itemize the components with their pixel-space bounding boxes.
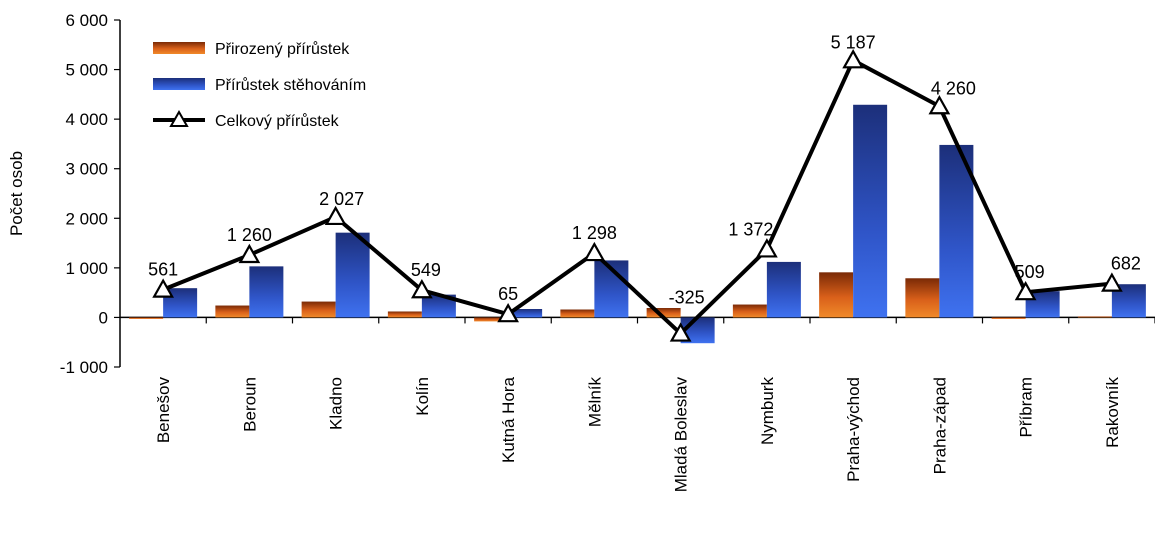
bar-natural-increase — [387, 311, 422, 318]
x-tick-label: Benešov — [154, 377, 173, 444]
x-tick-label: Kolín — [413, 377, 432, 416]
data-label: 1 372 — [728, 219, 773, 239]
total-point-marker — [324, 205, 347, 226]
x-tick-label: Nymburk — [758, 377, 777, 446]
bar-natural-increase — [732, 304, 767, 318]
bar-migration-increase — [766, 261, 801, 318]
legend-label-natural: Přirozený přírůstek — [215, 40, 350, 58]
y-axis-title: Počet osob — [7, 151, 26, 236]
data-label: 4 260 — [931, 78, 976, 98]
data-label: 561 — [148, 260, 178, 280]
x-tick-label: Mladá Boleslav — [672, 377, 691, 493]
data-label: 1 298 — [572, 223, 617, 243]
bar-migration-increase — [853, 104, 888, 318]
bar-natural-increase — [819, 272, 854, 318]
bar-natural-increase — [301, 301, 336, 318]
legend: Přirozený přírůstek Přírůstek stěhováním C… — [153, 40, 366, 130]
total-point-marker — [842, 49, 865, 69]
legend-swatch-natural — [153, 42, 205, 54]
total-point-marker — [755, 238, 778, 258]
bar-natural-increase — [474, 317, 509, 322]
bar-natural-increase — [646, 308, 681, 318]
y-tick-label: 2 000 — [65, 209, 108, 228]
y-tick-label: 1 000 — [65, 259, 108, 278]
data-label: 2 027 — [319, 189, 364, 209]
data-label: 682 — [1111, 254, 1141, 274]
x-tick-label: Kladno — [327, 377, 346, 430]
x-tick-label: Mělník — [585, 377, 604, 428]
data-label: -325 — [669, 288, 705, 308]
y-tick-label: 0 — [99, 308, 108, 327]
x-tick-label: Příbram — [1017, 377, 1036, 437]
bar-migration-increase — [249, 266, 284, 318]
y-tick-label: -1 000 — [60, 358, 108, 377]
axes: -1 000 0 1 000 2 000 3 000 4 000 5 000 6 000 Ben… — [7, 11, 1155, 492]
bar-migration-increase — [939, 144, 974, 318]
total-point-marker — [1100, 272, 1123, 292]
total-point-marker — [669, 322, 692, 342]
total-point-marker — [928, 95, 951, 115]
data-labels: 561 1 260 2 027 549 65 1 298 -325 1 372 5 187 4 2… — [148, 32, 1141, 307]
data-label: 1 260 — [227, 225, 272, 245]
x-tick-label: Kutná Hora — [499, 376, 518, 463]
total-line-path — [162, 58, 1113, 336]
total-point-marker — [583, 241, 606, 262]
y-tick-label: 4 000 — [65, 110, 108, 129]
x-tick-label: Praha-východ — [844, 377, 863, 482]
bar-migration-increase — [508, 309, 543, 318]
legend-label-total: Celkový přírůstek — [215, 112, 340, 130]
legend-label-migration: Přírůstek stěhováním — [215, 76, 366, 94]
bar-natural-increase — [560, 309, 595, 318]
x-tick-label: Beroun — [240, 377, 259, 432]
bar-natural-increase — [991, 317, 1026, 319]
bar-natural-increase — [1077, 316, 1112, 318]
data-label: 5 187 — [831, 32, 876, 52]
total-point-marker — [410, 278, 433, 299]
total-point-marker — [1014, 280, 1037, 301]
legend-swatch-migration — [153, 78, 205, 90]
bar-migration-increase — [421, 294, 456, 318]
total-line — [152, 49, 1123, 342]
data-label: 65 — [498, 284, 518, 304]
total-point-marker — [238, 243, 261, 264]
total-point-marker — [152, 278, 175, 298]
y-tick-label: 6 000 — [65, 11, 108, 30]
bar-migration-increase — [335, 232, 370, 318]
bar-natural-increase — [129, 317, 164, 319]
legend-marker-total — [169, 109, 189, 127]
bars — [129, 104, 1146, 344]
total-point-marker — [497, 302, 520, 323]
bar-natural-increase — [215, 305, 250, 318]
x-tick-label: Praha-západ — [930, 377, 949, 474]
y-tick-label: 5 000 — [65, 61, 108, 80]
data-label: 549 — [411, 260, 441, 280]
bar-natural-increase — [905, 278, 940, 318]
x-tick-label: Rakovník — [1103, 377, 1122, 448]
y-tick-label: 3 000 — [65, 160, 108, 179]
data-label: 509 — [1015, 262, 1045, 282]
